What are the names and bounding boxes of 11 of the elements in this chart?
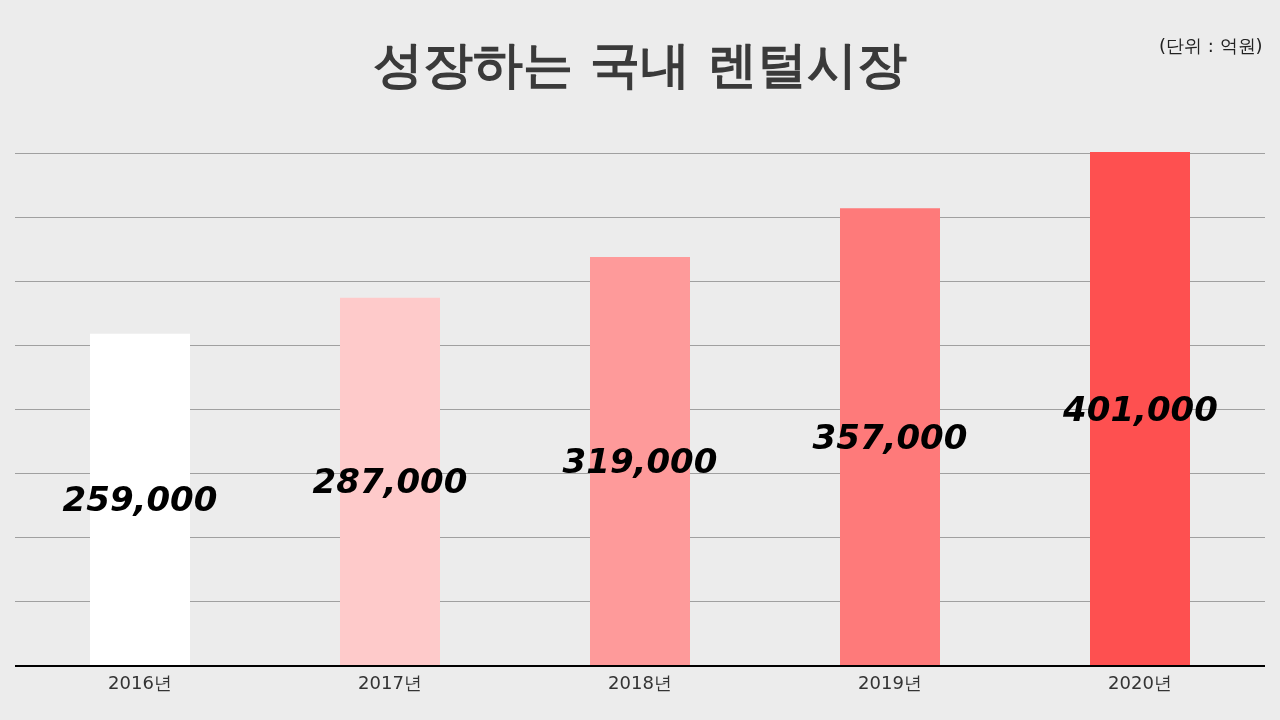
x-tick-label: 2017년 — [358, 671, 422, 693]
x-tick-label: 2020년 — [1108, 671, 1172, 693]
x-tick-label: 2016년 — [108, 671, 172, 693]
data-label: 259,000 — [62, 479, 218, 520]
data-label: 357,000 — [812, 416, 968, 457]
x-tick-label: 2019년 — [858, 671, 922, 693]
data-label: 319,000 — [562, 440, 718, 481]
text: (단위 : 억원) — [1159, 35, 1263, 56]
x-tick-label: 2018년 — [608, 671, 672, 693]
chart-title: 성장하는 국내 렌털시장 — [372, 36, 908, 95]
data-label: 287,000 — [312, 461, 468, 502]
